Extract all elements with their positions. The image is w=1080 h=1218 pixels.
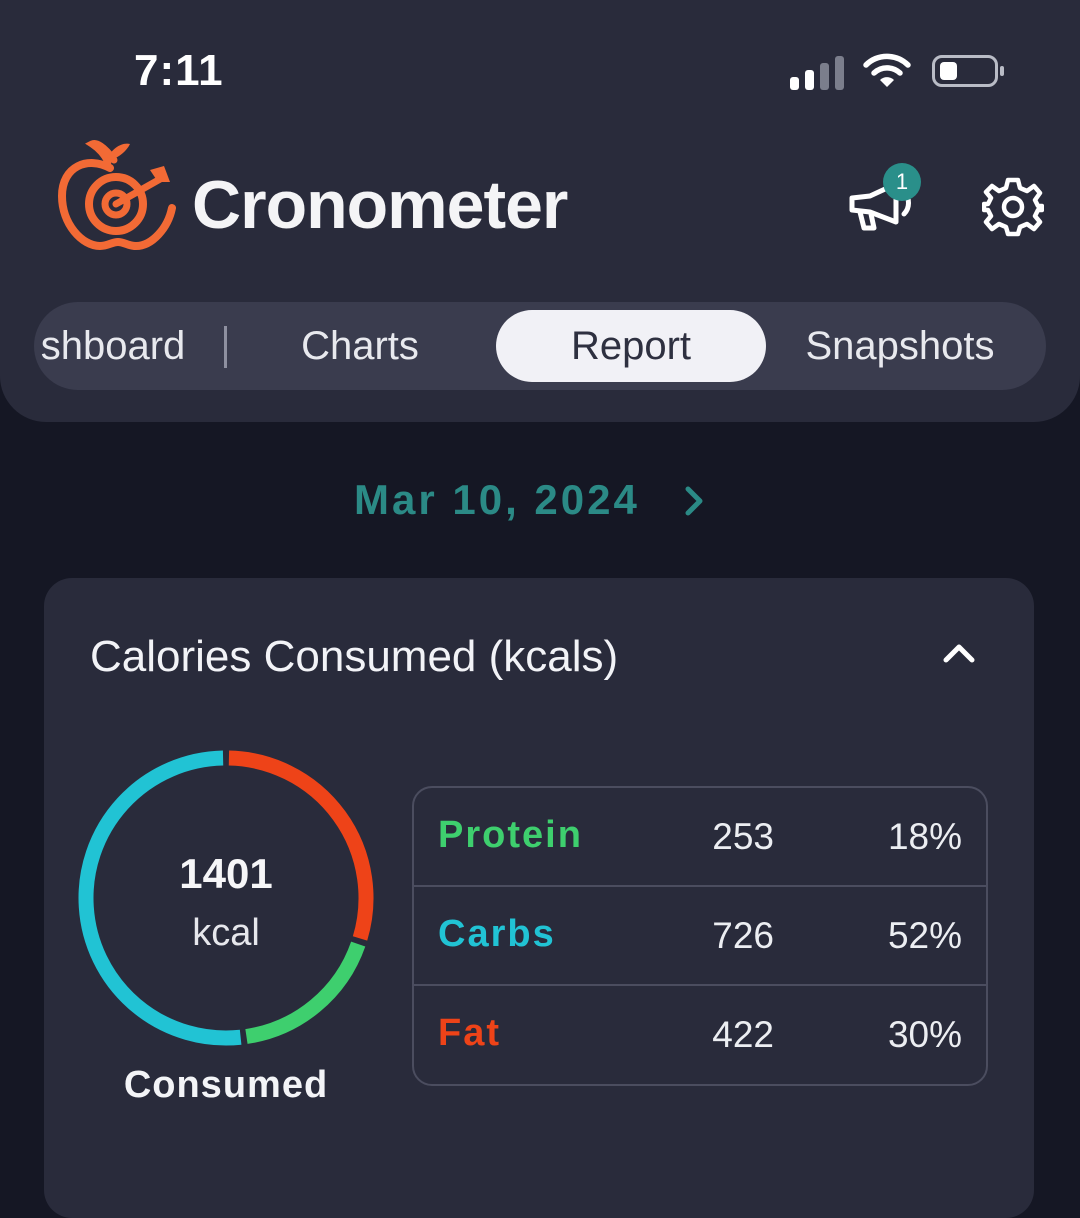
status-time: 7:11 (134, 46, 224, 95)
card-title: Calories Consumed (kcals) (90, 632, 619, 681)
macro-percent: 18% (887, 816, 962, 857)
chevron-up-icon[interactable] (942, 642, 976, 664)
macro-kcal: 253 (712, 816, 774, 857)
calories-donut-chart (78, 750, 374, 1046)
macro-row-carbs: Carbs 726 52% (414, 887, 986, 986)
macro-name: Protein (438, 814, 583, 856)
macro-kcal: 422 (712, 1014, 774, 1055)
wifi-icon (863, 53, 911, 87)
donut-segment-protein (245, 941, 366, 1044)
donut-segment-carbs (78, 750, 242, 1046)
tab-separator (224, 326, 227, 368)
total-calories: 1401 (179, 850, 273, 897)
tab-charts[interactable]: Charts (301, 324, 419, 368)
macro-row-protein: Protein 253 18% (414, 788, 986, 887)
calories-card: Calories Consumed (kcals) 1401 kcal Cons… (44, 578, 1034, 1218)
tab-dashboard[interactable]: shboard (40, 324, 186, 368)
tab-snapshots[interactable]: Snapshots (805, 324, 995, 368)
signal-icon (790, 54, 846, 90)
tab-report[interactable]: Report (496, 310, 766, 382)
macro-name: Fat (438, 1012, 501, 1054)
notification-badge: 1 (883, 163, 921, 201)
cronometer-logo-icon (58, 140, 176, 251)
tab-bar: shboard Charts Report Snapshots (34, 302, 1046, 390)
donut-caption: Consumed (123, 1064, 329, 1106)
macro-name: Carbs (438, 913, 556, 955)
chevron-right-icon[interactable] (680, 485, 708, 517)
calories-unit: kcal (192, 912, 260, 954)
donut-segment-fat (228, 750, 374, 941)
macro-percent: 30% (887, 1014, 962, 1055)
macro-table: Protein 253 18% Carbs 726 52% Fat 422 30… (412, 786, 988, 1086)
macro-kcal: 726 (712, 915, 774, 956)
header-panel: 7:11 Cronometer 1 shboard Charts Rep (0, 0, 1080, 422)
date-label[interactable]: Mar 10, 2024 (354, 476, 640, 523)
gear-icon[interactable] (982, 176, 1044, 238)
battery-icon (932, 55, 1004, 87)
app-title: Cronometer (192, 167, 568, 243)
macro-row-fat: Fat 422 30% (414, 986, 986, 1084)
macro-percent: 52% (887, 915, 962, 956)
